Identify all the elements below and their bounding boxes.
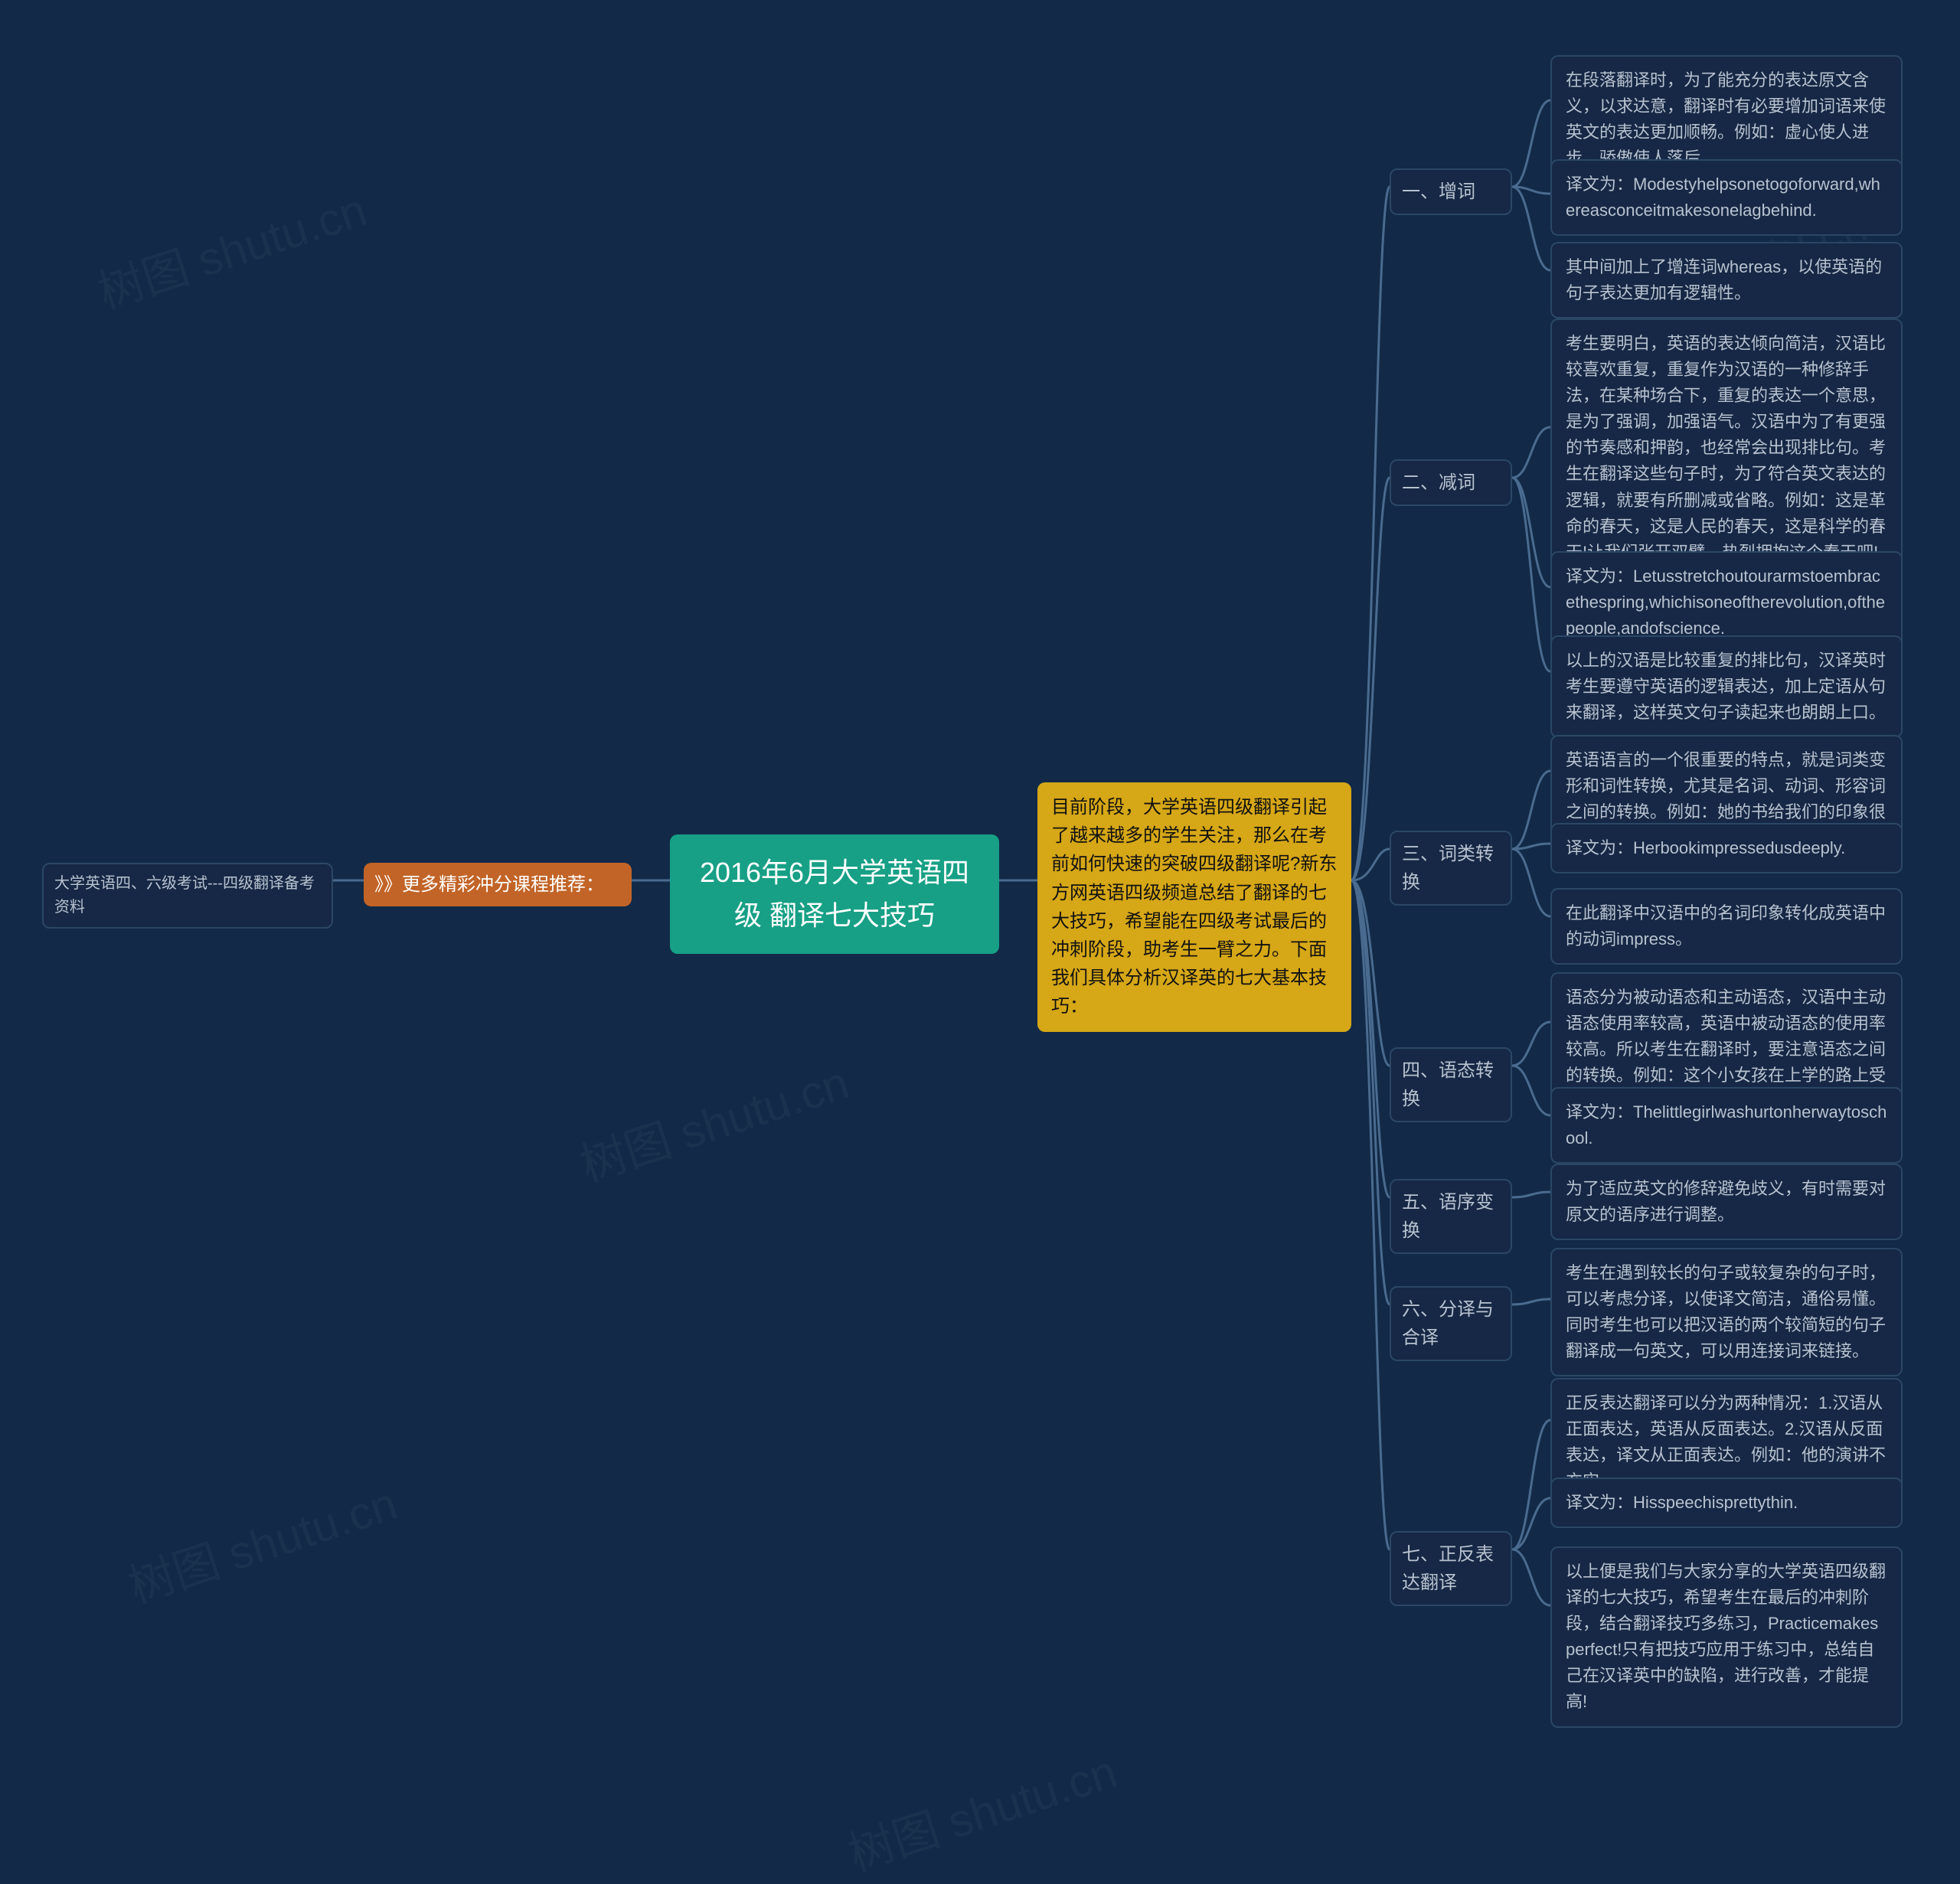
recommend-label: 》》更多精彩冲分课程推荐：	[374, 874, 604, 895]
leaf-node[interactable]: 考生要明白，英语的表达倾向简洁，汉语比较喜欢重复，重复作为汉语的一种修辞手法，在…	[1550, 318, 1903, 578]
section-label[interactable]: 六、分译与合译	[1390, 1286, 1512, 1361]
intro-text: 目前阶段，大学英语四级翻译引起了越来越多的学生关注，那么在考前如何快速的突破四级…	[1051, 797, 1337, 1017]
leaf-node[interactable]: 译文为：Thelittlegirlwashurtonherwaytoschool…	[1550, 1087, 1903, 1164]
leaf-node[interactable]: 译文为：Hisspeechisprettythin.	[1550, 1477, 1903, 1528]
leaf-node[interactable]: 为了适应英文的修辞避免歧义，有时需要对原文的语序进行调整。	[1550, 1164, 1903, 1240]
section-label[interactable]: 一、增词	[1390, 168, 1512, 215]
section-label[interactable]: 五、语序变换	[1390, 1179, 1512, 1254]
leaf-node[interactable]: 译文为：Modestyhelpsonetogoforward,whereasco…	[1550, 159, 1903, 236]
intro-node[interactable]: 目前阶段，大学英语四级翻译引起了越来越多的学生关注，那么在考前如何快速的突破四级…	[1037, 782, 1351, 1032]
leaf-node[interactable]: 在此翻译中汉语中的名词印象转化成英语中的动词impress。	[1550, 888, 1903, 965]
root-node[interactable]: 2016年6月大学英语四级 翻译七大技巧	[670, 834, 999, 954]
recommend-node[interactable]: 》》更多精彩冲分课程推荐：	[364, 863, 632, 906]
section-label[interactable]: 四、语态转换	[1390, 1047, 1512, 1122]
section-label[interactable]: 三、词类转换	[1390, 831, 1512, 906]
section-label[interactable]: 七、正反表达翻译	[1390, 1531, 1512, 1606]
root-title: 2016年6月大学英语四级 翻译七大技巧	[700, 857, 969, 931]
recommend-leaf-text: 大学英语四、六级考试---四级翻译备考资料	[54, 875, 315, 916]
watermark: 树图 shutu.cn	[119, 1467, 404, 1616]
watermark: 树图 shutu.cn	[838, 1735, 1124, 1884]
watermark: 树图 shutu.cn	[88, 173, 374, 322]
leaf-node[interactable]: 以上便是我们与大家分享的大学英语四级翻译的七大技巧，希望考生在最后的冲刺阶段，结…	[1550, 1546, 1903, 1728]
section-label[interactable]: 二、减词	[1390, 459, 1512, 506]
recommend-leaf[interactable]: 大学英语四、六级考试---四级翻译备考资料	[42, 863, 333, 929]
leaf-node[interactable]: 以上的汉语是比较重复的排比句，汉译英时考生要遵守英语的逻辑表达，加上定语从句来翻…	[1550, 635, 1903, 738]
leaf-node[interactable]: 其中间加上了增连词whereas，以使英语的句子表达更加有逻辑性。	[1550, 242, 1903, 318]
leaf-node[interactable]: 译文为：Herbookimpressedusdeeply.	[1550, 823, 1903, 873]
watermark: 树图 shutu.cn	[570, 1046, 856, 1195]
leaf-node[interactable]: 考生在遇到较长的句子或较复杂的句子时，可以考虑分译，以使译文简洁，通俗易懂。同时…	[1550, 1248, 1903, 1376]
